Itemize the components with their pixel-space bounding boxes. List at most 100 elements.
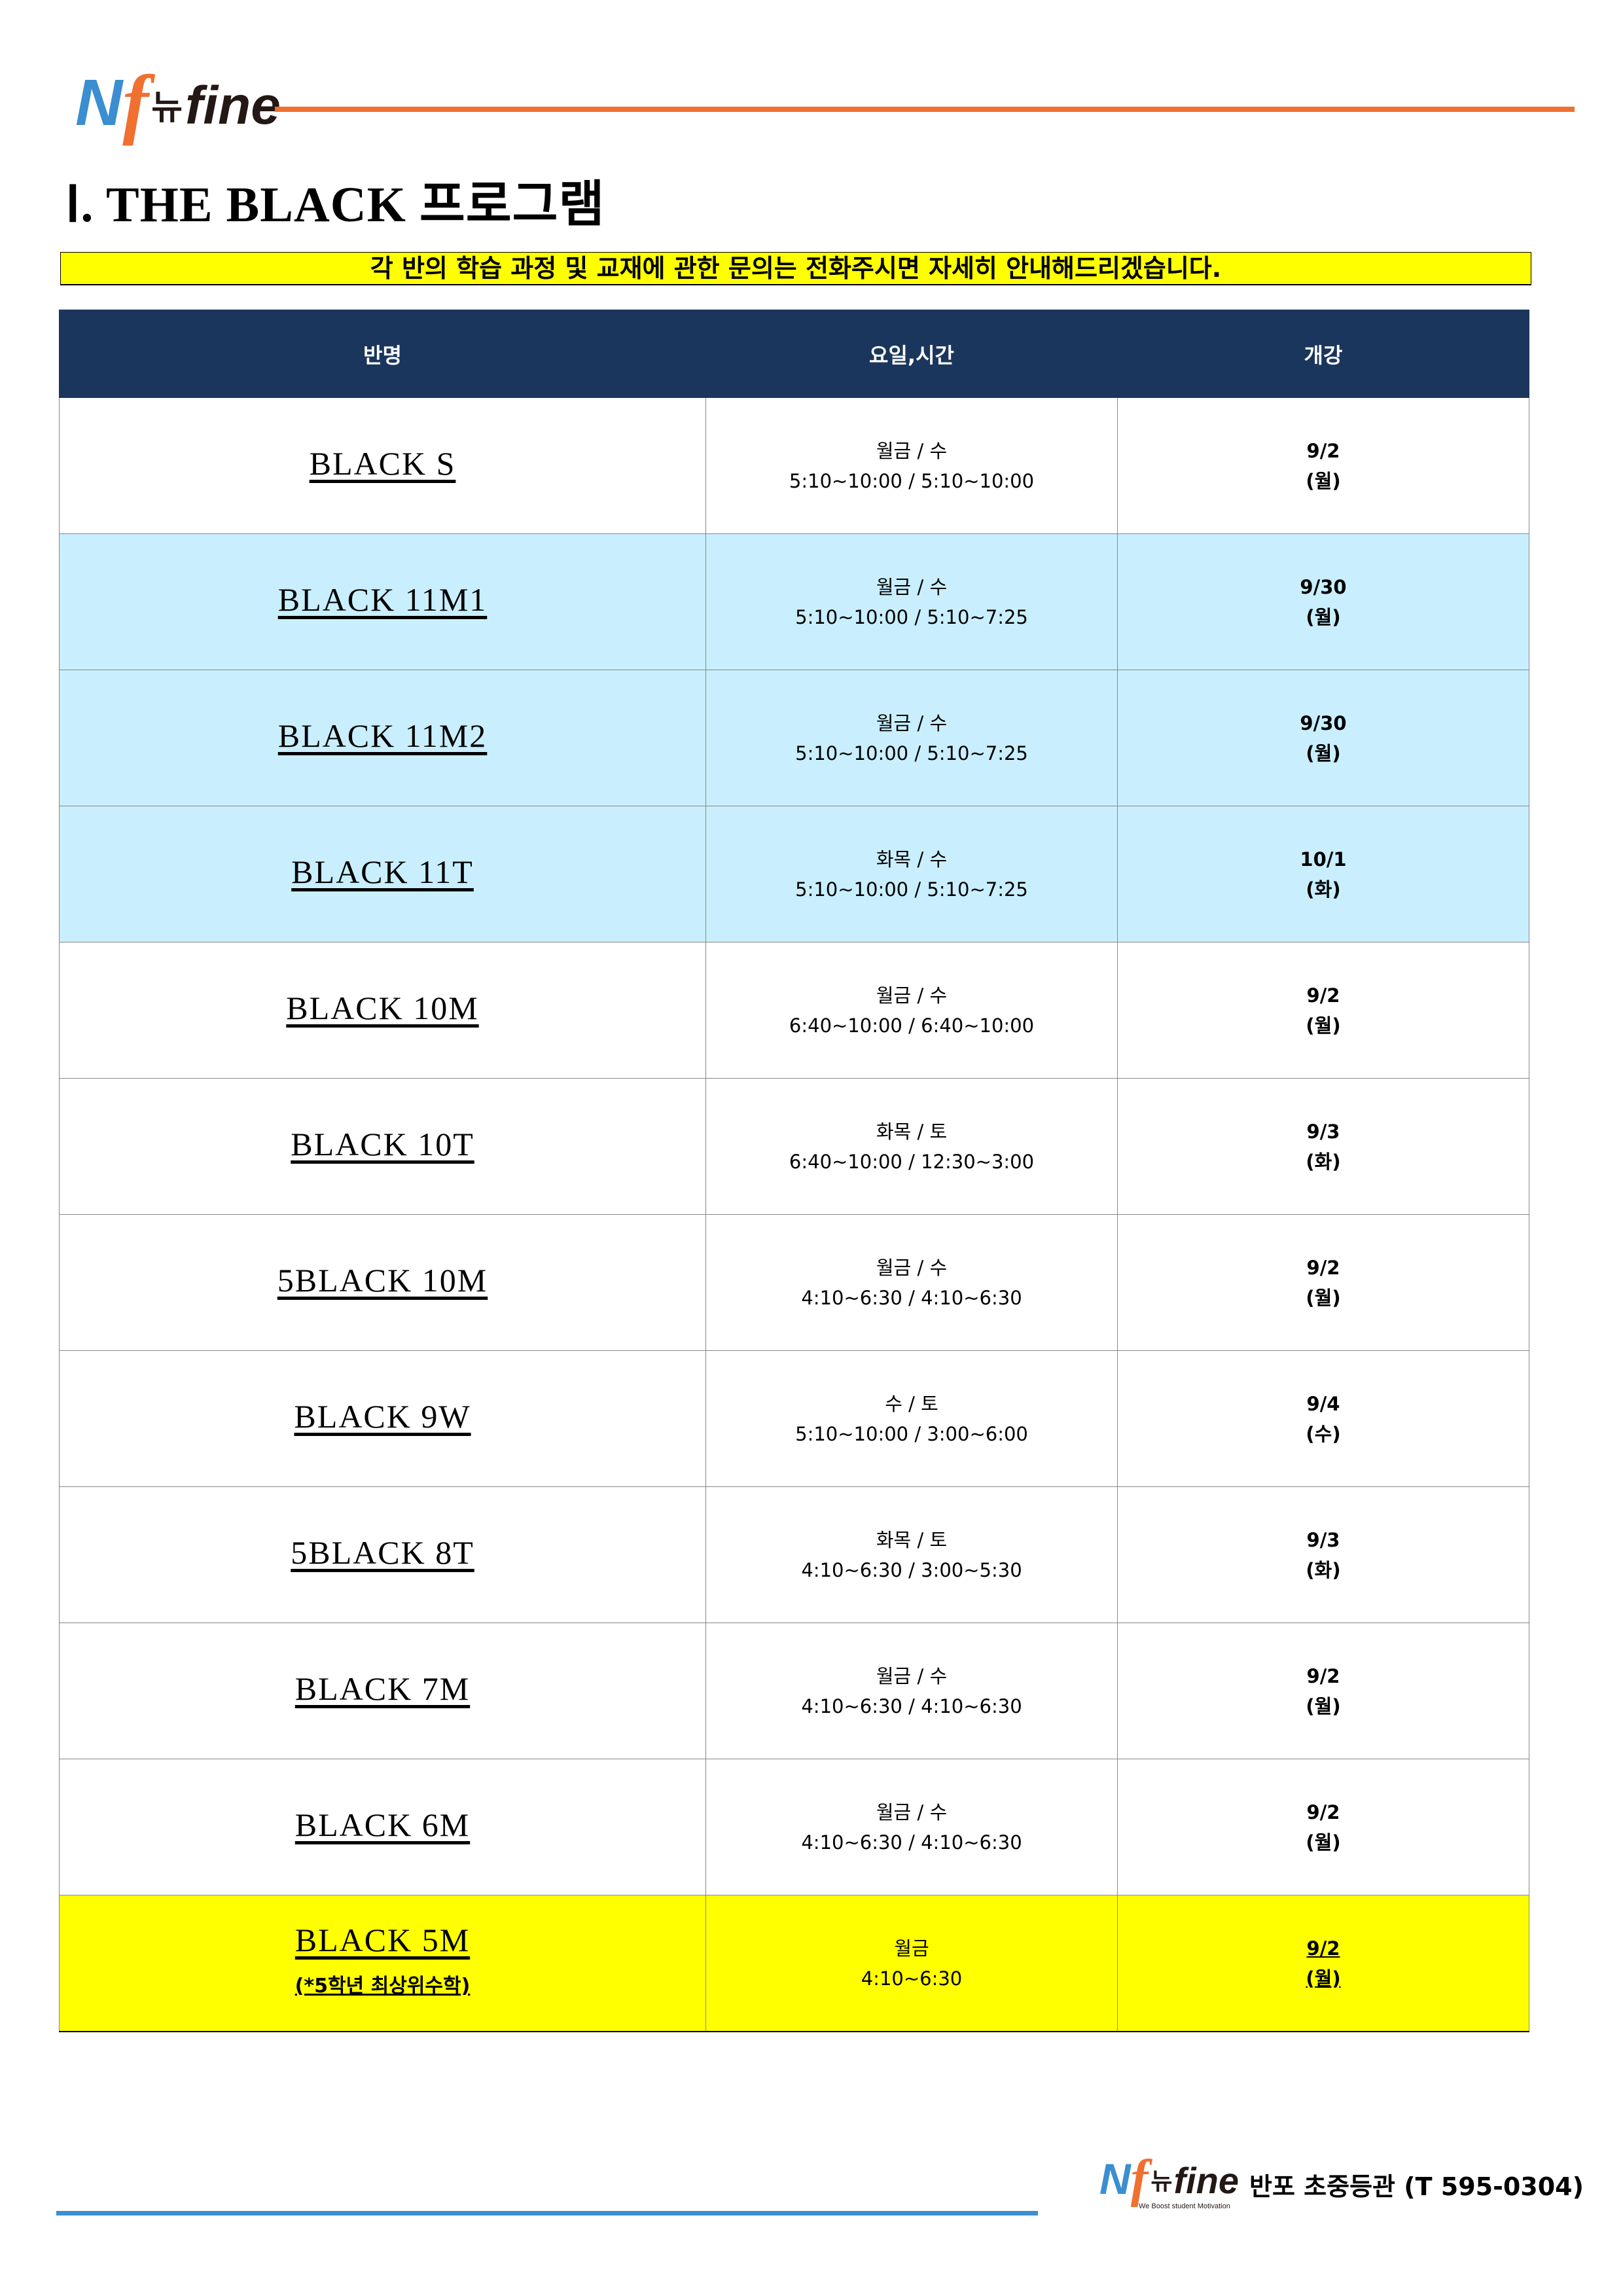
class-time: 5:10~10:00 / 3:00~6:00: [795, 1422, 1028, 1445]
schedule-cell: 월금 / 수 4:10~6:30 / 4:10~6:30: [705, 1623, 1118, 1759]
start-cell: 9/2 (월): [1117, 1623, 1529, 1759]
start-date: 9/2: [1306, 984, 1340, 1007]
logo-mark-n: N: [75, 66, 123, 139]
start-weekday: (월): [1306, 605, 1341, 628]
start-date: 9/2: [1306, 1256, 1340, 1279]
class-days: 월금 / 수: [876, 575, 948, 598]
header-divider: [275, 107, 1575, 112]
start-cell: 9/2 (월): [1117, 1214, 1529, 1351]
class-name-cell: BLACK 7M: [59, 1623, 706, 1759]
start-weekday: (수): [1306, 1422, 1341, 1445]
class-time: 5:10~10:00 / 5:10~7:25: [795, 878, 1028, 901]
class-time: 6:40~10:00 / 6:40~10:00: [789, 1014, 1035, 1037]
start-date: 9/2: [1306, 1937, 1340, 1960]
class-time: 4:10~6:30: [861, 1967, 963, 1990]
schedule-cell: 화목 / 토 6:40~10:00 / 12:30~3:00: [705, 1078, 1118, 1215]
class-days: 화목 / 토: [876, 1528, 948, 1551]
class-schedule-table: 반명 요일,시간 개강 BLACK S 월금 / 수 5:10~10:00 / 5:…: [59, 310, 1529, 2032]
start-weekday: (월): [1306, 1286, 1341, 1309]
title-korean: 프로그램: [419, 175, 605, 233]
table-row: BLACK 7M 월금 / 수 4:10~6:30 / 4:10~6:30 9/2 (월…: [59, 1623, 1529, 1759]
footer-logo-mark: N f 뉴 fine: [1099, 2150, 1239, 2208]
class-name: BLACK 7M: [294, 1670, 471, 1707]
start-date: 9/30: [1300, 711, 1347, 734]
class-days: 화목 / 토: [876, 1120, 948, 1143]
start-date: 10/1: [1300, 848, 1347, 870]
start-cell: 10/1 (화): [1117, 806, 1529, 942]
class-time: 4:10~6:30 / 4:10~6:30: [801, 1286, 1022, 1309]
start-weekday: (월): [1306, 1967, 1341, 1990]
class-name-cell: BLACK 11M1: [59, 533, 706, 670]
start-cell: 9/3 (화): [1117, 1486, 1529, 1623]
schedule-cell: 화목 / 수 5:10~10:00 / 5:10~7:25: [705, 806, 1118, 942]
start-weekday: (화): [1306, 1558, 1341, 1581]
class-name: BLACK S: [309, 445, 456, 482]
schedule-cell: 월금 / 수 6:40~10:00 / 6:40~10:00: [705, 942, 1118, 1079]
class-name: BLACK 11M2: [277, 717, 488, 754]
start-date: 9/2: [1306, 1664, 1340, 1687]
column-header-class: 반명: [59, 310, 706, 398]
start-date: 9/4: [1306, 1392, 1340, 1415]
start-cell: 9/30 (월): [1117, 533, 1529, 670]
page-title: Ⅰ. THE BLACK 프로그램: [65, 164, 605, 236]
class-name-cell: BLACK 9W: [59, 1350, 706, 1487]
schedule-cell: 수 / 토 5:10~10:00 / 3:00~6:00: [705, 1350, 1118, 1487]
class-name-cell: BLACK 11T: [59, 806, 706, 942]
logo-mark-n: N: [1099, 2155, 1131, 2203]
class-name-cell: BLACK 6M: [59, 1759, 706, 1895]
logo-tagline: We Boost student Motivation: [1139, 2202, 1230, 2210]
logo-mark-f: f: [1130, 2150, 1149, 2208]
class-name: 5BLACK 10M: [277, 1262, 488, 1299]
class-name: BLACK 11T: [291, 853, 474, 890]
class-name: BLACK 6M: [294, 1806, 471, 1843]
table-row: BLACK 6M 월금 / 수 4:10~6:30 / 4:10~6:30 9/2 (월…: [59, 1759, 1529, 1895]
class-time: 4:10~6:30 / 3:00~5:30: [801, 1558, 1022, 1581]
schedule-cell: 월금 / 수 4:10~6:30 / 4:10~6:30: [705, 1759, 1118, 1895]
class-name: BLACK 10M: [286, 990, 479, 1026]
class-time: 4:10~6:30 / 4:10~6:30: [801, 1831, 1022, 1854]
class-name-cell: BLACK 5M (*5학년 최상위수학): [59, 1895, 706, 2032]
start-cell: 9/2 (월): [1117, 942, 1529, 1079]
class-name-cell: 5BLACK 8T: [59, 1486, 706, 1623]
logo-korean: 뉴: [1150, 2168, 1173, 2195]
schedule-cell: 월금 / 수 5:10~10:00 / 5:10~7:25: [705, 533, 1118, 670]
footer-divider: [56, 2211, 1038, 2215]
class-name: BLACK 10T: [291, 1126, 474, 1162]
start-weekday: (월): [1306, 1695, 1341, 1717]
schedule-cell: 월금 / 수 5:10~10:00 / 5:10~7:25: [705, 670, 1118, 806]
column-header-schedule: 요일,시간: [705, 310, 1118, 398]
class-days: 월금 / 수: [876, 1801, 948, 1823]
table-row: BLACK 10T 화목 / 토 6:40~10:00 / 12:30~3:00 9/…: [59, 1078, 1529, 1215]
class-time: 6:40~10:00 / 12:30~3:00: [789, 1150, 1035, 1173]
class-days: 월금 / 수: [876, 1256, 948, 1279]
schedule-cell: 월금 / 수 5:10~10:00 / 5:10~10:00: [705, 397, 1118, 534]
table-row: BLACK 11M1 월금 / 수 5:10~10:00 / 5:10~7:25 9/…: [59, 533, 1529, 670]
schedule-cell: 화목 / 토 4:10~6:30 / 3:00~5:30: [705, 1486, 1118, 1623]
class-time: 5:10~10:00 / 5:10~7:25: [795, 742, 1028, 764]
class-days: 월금: [894, 1937, 929, 1960]
class-name-cell: 5BLACK 10M: [59, 1214, 706, 1351]
class-name-cell: BLACK 10M: [59, 942, 706, 1079]
logo-korean: 뉴: [151, 88, 183, 128]
table-row: 5BLACK 8T 화목 / 토 4:10~6:30 / 3:00~5:30 9/3 (…: [59, 1486, 1529, 1623]
class-name: 5BLACK 8T: [291, 1534, 474, 1571]
start-weekday: (월): [1306, 1831, 1341, 1854]
class-time: 5:10~10:00 / 5:10~7:25: [795, 605, 1028, 628]
class-name: BLACK 5M: [294, 1922, 471, 1958]
table-row: BLACK 11M2 월금 / 수 5:10~10:00 / 5:10~7:25 9/…: [59, 670, 1529, 806]
table-row: BLACK 10M 월금 / 수 6:40~10:00 / 6:40~10:00 9/…: [59, 942, 1529, 1079]
class-days: 월금 / 수: [876, 711, 948, 734]
start-date: 9/30: [1300, 575, 1347, 598]
table-header: 반명 요일,시간 개강: [59, 310, 1529, 398]
class-time: 5:10~10:00 / 5:10~10:00: [789, 469, 1035, 492]
class-name: BLACK 11M1: [277, 581, 488, 618]
start-weekday: (화): [1306, 1150, 1341, 1173]
class-name: BLACK 9W: [294, 1398, 471, 1435]
start-date: 9/3: [1306, 1120, 1340, 1143]
class-time: 4:10~6:30 / 4:10~6:30: [801, 1695, 1022, 1717]
start-date: 9/2: [1306, 1801, 1340, 1823]
start-date: 9/2: [1306, 439, 1340, 462]
class-name-cell: BLACK 10T: [59, 1078, 706, 1215]
notice-banner: 각 반의 학습 과정 및 교재에 관한 문의는 전화주시면 자세히 안내해드리겠…: [60, 252, 1531, 285]
title-roman: Ⅰ. THE BLACK: [65, 177, 406, 232]
